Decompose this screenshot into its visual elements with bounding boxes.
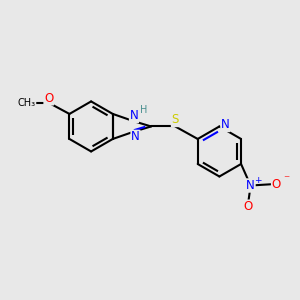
Text: N: N [130,110,138,122]
Text: +: + [254,176,262,185]
Text: H: H [140,105,147,115]
Text: O: O [44,92,53,105]
Text: methoxy: methoxy [20,102,26,104]
Text: CH₃: CH₃ [18,98,36,108]
Text: O: O [272,178,281,190]
Text: N: N [221,118,230,131]
Text: ⁻: ⁻ [283,173,289,186]
Text: N: N [246,179,255,192]
Text: S: S [172,113,179,127]
Text: O: O [243,200,252,213]
Text: N: N [131,130,140,143]
